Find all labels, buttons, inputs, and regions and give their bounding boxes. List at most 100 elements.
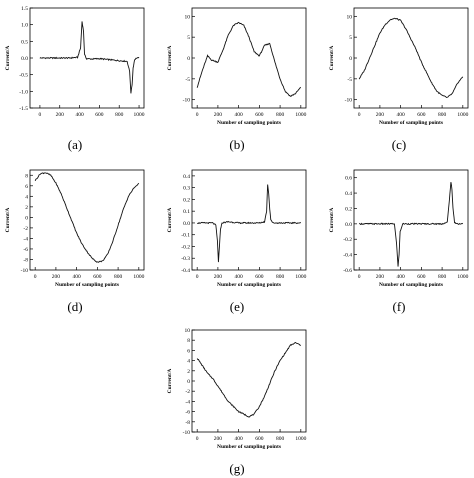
chart-svg: 0 200 400 600 800 1000 -10 -8 -6 -4 -2 0 2 4 6 8 10 Curre… xyxy=(167,328,307,450)
y-tick-label: -1.0 xyxy=(19,89,28,95)
y-tick-label: -5 xyxy=(347,77,352,83)
series-line xyxy=(197,184,302,263)
x-tick-label: 600 xyxy=(255,274,264,280)
x-tick-label: 200 xyxy=(376,112,385,118)
y-tick-label: 0.6 xyxy=(345,176,352,182)
x-tick-label: 800 xyxy=(115,112,124,118)
x-tick-label: 200 xyxy=(52,274,61,280)
x-tick-label: 1000 xyxy=(295,436,306,442)
chart-svg: 0 200 400 600 800 1000 -10 -5 0 5 10 Current/A Numbe… xyxy=(329,7,469,126)
x-tick-label: 0 xyxy=(358,112,361,118)
caption-d: (d) xyxy=(67,299,83,314)
chart-svg: 0 200 400 600 800 1000 -0.4 -0.3 -0.2 -0.1 0.0 0.1 0… xyxy=(167,169,307,288)
x-tick-label: 400 xyxy=(397,274,406,280)
y-axis-label: Current/A xyxy=(5,46,11,71)
x-tick-label: 1000 xyxy=(457,112,468,118)
chart-panel-c: 0 200 400 600 800 1000 -10 -5 0 5 10 Current/A Numbe… xyxy=(324,0,474,130)
y-tick-label: 0.0 xyxy=(345,222,352,228)
y-tick-label: -6 xyxy=(185,410,190,416)
x-tick-label: 600 xyxy=(93,274,102,280)
x-tick-label: 0 xyxy=(196,274,199,280)
x-tick-label: 400 xyxy=(235,274,244,280)
y-tick-label: 0 xyxy=(187,379,190,385)
y-tick-label: -10 xyxy=(345,98,353,104)
x-tick-label: 600 xyxy=(255,112,264,118)
x-axis-label: Number of sampling points xyxy=(217,444,281,450)
x-tick-label: 400 xyxy=(235,436,244,442)
x-tick-label: 1000 xyxy=(133,274,144,280)
series-line xyxy=(196,21,302,97)
y-tick-label: 0.2 xyxy=(183,197,190,203)
y-tick-label: -10 xyxy=(21,268,29,274)
series-line xyxy=(196,341,301,418)
x-axis-label: Number of sampling points xyxy=(379,120,443,126)
plot-frame xyxy=(29,169,145,271)
y-tick-label: 10 xyxy=(185,328,191,334)
chart-panel-f: 0 200 400 600 800 1000 -0.6 -0.4 -0.2 0.0 0.2 0.4 0.… xyxy=(324,162,474,292)
series-line xyxy=(358,17,464,98)
x-axis-label: Number of sampling points xyxy=(55,282,119,288)
chart-panel-d: 0 200 400 600 800 1000 -10 -8 -6 -4 -2 0 2 4 6 8 Current… xyxy=(0,162,150,292)
y-tick-label: 0.2 xyxy=(345,206,352,212)
caption-a: (a) xyxy=(67,137,83,152)
y-tick-label: 6 xyxy=(25,184,28,190)
y-tick-label: 4 xyxy=(25,194,28,200)
y-tick-label: -10 xyxy=(183,98,191,104)
caption-b: (b) xyxy=(229,137,245,152)
y-tick-label: -0.2 xyxy=(181,244,190,250)
y-tick-label: -0.6 xyxy=(343,268,352,274)
y-tick-label: 0.0 xyxy=(183,221,190,227)
y-tick-label: -0.2 xyxy=(343,237,352,243)
y-tick-label: 10 xyxy=(347,14,353,20)
y-tick-label: 8 xyxy=(187,338,190,344)
y-tick-label: 6 xyxy=(187,348,190,354)
y-tick-label: 10 xyxy=(185,14,191,20)
y-tick-label: 0.4 xyxy=(183,174,190,180)
y-tick-label: 0 xyxy=(25,215,28,221)
y-axis-label: Current/A xyxy=(329,208,335,233)
y-tick-label: -0.5 xyxy=(19,73,28,79)
y-tick-label: -0.4 xyxy=(343,253,352,259)
y-tick-label: -4 xyxy=(185,399,190,405)
x-tick-label: 400 xyxy=(235,112,244,118)
series-line xyxy=(359,182,464,267)
y-tick-label: -0.4 xyxy=(181,268,190,274)
y-tick-label: -5 xyxy=(185,77,190,83)
x-tick-label: 800 xyxy=(438,274,447,280)
caption-e: (e) xyxy=(229,299,245,314)
x-tick-label: 200 xyxy=(214,274,223,280)
y-tick-label: 5 xyxy=(349,35,352,41)
y-axis-label: Current/A xyxy=(329,46,335,71)
y-tick-label: 0.0 xyxy=(21,56,28,62)
x-tick-label: 600 xyxy=(95,112,104,118)
x-tick-label: 800 xyxy=(276,436,285,442)
x-tick-label: 600 xyxy=(417,112,426,118)
x-axis-label: Number of sampling points xyxy=(217,282,281,288)
x-tick-label: 400 xyxy=(75,112,84,118)
chart-panel-a: 0 200 400 600 800 1000 -1.5 -1.0 -0.5 0.0 0.5 1.0 1.… xyxy=(0,0,150,130)
x-tick-label: 1000 xyxy=(295,112,306,118)
x-tick-label: 0 xyxy=(196,112,199,118)
x-tick-label: 800 xyxy=(276,274,285,280)
chart-svg: 0 200 400 600 800 1000 -10 -5 0 5 10 Current/A Numbe… xyxy=(167,7,307,126)
y-tick-label: -8 xyxy=(23,257,28,263)
y-tick-label: -6 xyxy=(23,247,28,253)
y-tick-label: -0.3 xyxy=(181,256,190,262)
x-tick-label: 1000 xyxy=(457,274,468,280)
y-tick-label: 0.3 xyxy=(183,186,190,192)
chart-svg: 0 200 400 600 800 1000 -1.5 -1.0 -0.5 0.0 0.5 1.0 1.… xyxy=(5,6,145,118)
y-tick-label: 5 xyxy=(187,35,190,41)
y-tick-label: 2 xyxy=(25,205,28,211)
chart-svg: 0 200 400 600 800 1000 -10 -8 -6 -4 -2 0 2 4 6 8 Current… xyxy=(5,169,145,288)
caption-f: (f) xyxy=(392,299,406,314)
plot-frame xyxy=(191,169,307,271)
y-tick-label: 1.0 xyxy=(21,23,28,29)
x-tick-label: 0 xyxy=(39,112,42,118)
y-tick-label: -8 xyxy=(185,420,190,426)
x-tick-label: 600 xyxy=(417,274,426,280)
x-tick-label: 200 xyxy=(214,436,223,442)
chart-panel-e: 0 200 400 600 800 1000 -0.4 -0.3 -0.2 -0.1 0.0 0.1 0… xyxy=(162,162,312,292)
x-tick-label: 400 xyxy=(397,112,406,118)
chart-panel-b: 0 200 400 600 800 1000 -10 -5 0 5 10 Current/A Numbe… xyxy=(162,0,312,130)
